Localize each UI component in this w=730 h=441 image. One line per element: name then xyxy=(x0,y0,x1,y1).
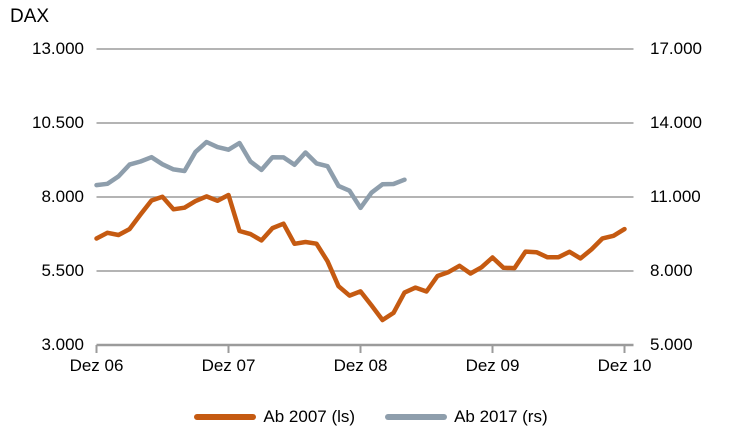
series-line-ab2007 xyxy=(94,192,627,323)
y-axis-right-label: 5.000 xyxy=(650,335,693,354)
legend-swatch xyxy=(385,414,448,420)
legend-label: Ab 2017 (rs) xyxy=(454,407,548,426)
x-axis-label: Dez 07 xyxy=(201,356,256,375)
x-axis-label: Dez 10 xyxy=(597,356,652,375)
x-axis-label: Dez 09 xyxy=(465,356,520,375)
legend-label: Ab 2007 (ls) xyxy=(263,407,356,426)
y-axis-right-label: 11.000 xyxy=(650,187,701,206)
y-axis-left-label: 10.500 xyxy=(32,113,84,132)
y-axis-left-label: 8.000 xyxy=(41,187,84,206)
legend-swatch xyxy=(194,414,257,420)
chart-title: DAX xyxy=(10,6,50,27)
x-axis-label: Dez 08 xyxy=(333,356,388,375)
y-axis-right-label: 8.000 xyxy=(650,261,693,280)
y-axis-right-label: 14.000 xyxy=(650,113,702,132)
x-axis-label: Dez 06 xyxy=(69,356,124,375)
y-axis-left-label: 3.000 xyxy=(41,335,84,354)
chart-legend: Ab 2007 (ls) Ab 2017 (rs) xyxy=(0,404,730,430)
y-axis-left-label: 5.500 xyxy=(41,261,84,280)
y-axis-right-label: 17.000 xyxy=(650,39,702,58)
legend-item: Ab 2017 (rs) xyxy=(385,407,548,427)
legend-item: Ab 2007 (ls) xyxy=(194,407,355,427)
series-line-ab2017 xyxy=(94,139,407,211)
y-axis-left-label: 13.000 xyxy=(32,39,84,58)
